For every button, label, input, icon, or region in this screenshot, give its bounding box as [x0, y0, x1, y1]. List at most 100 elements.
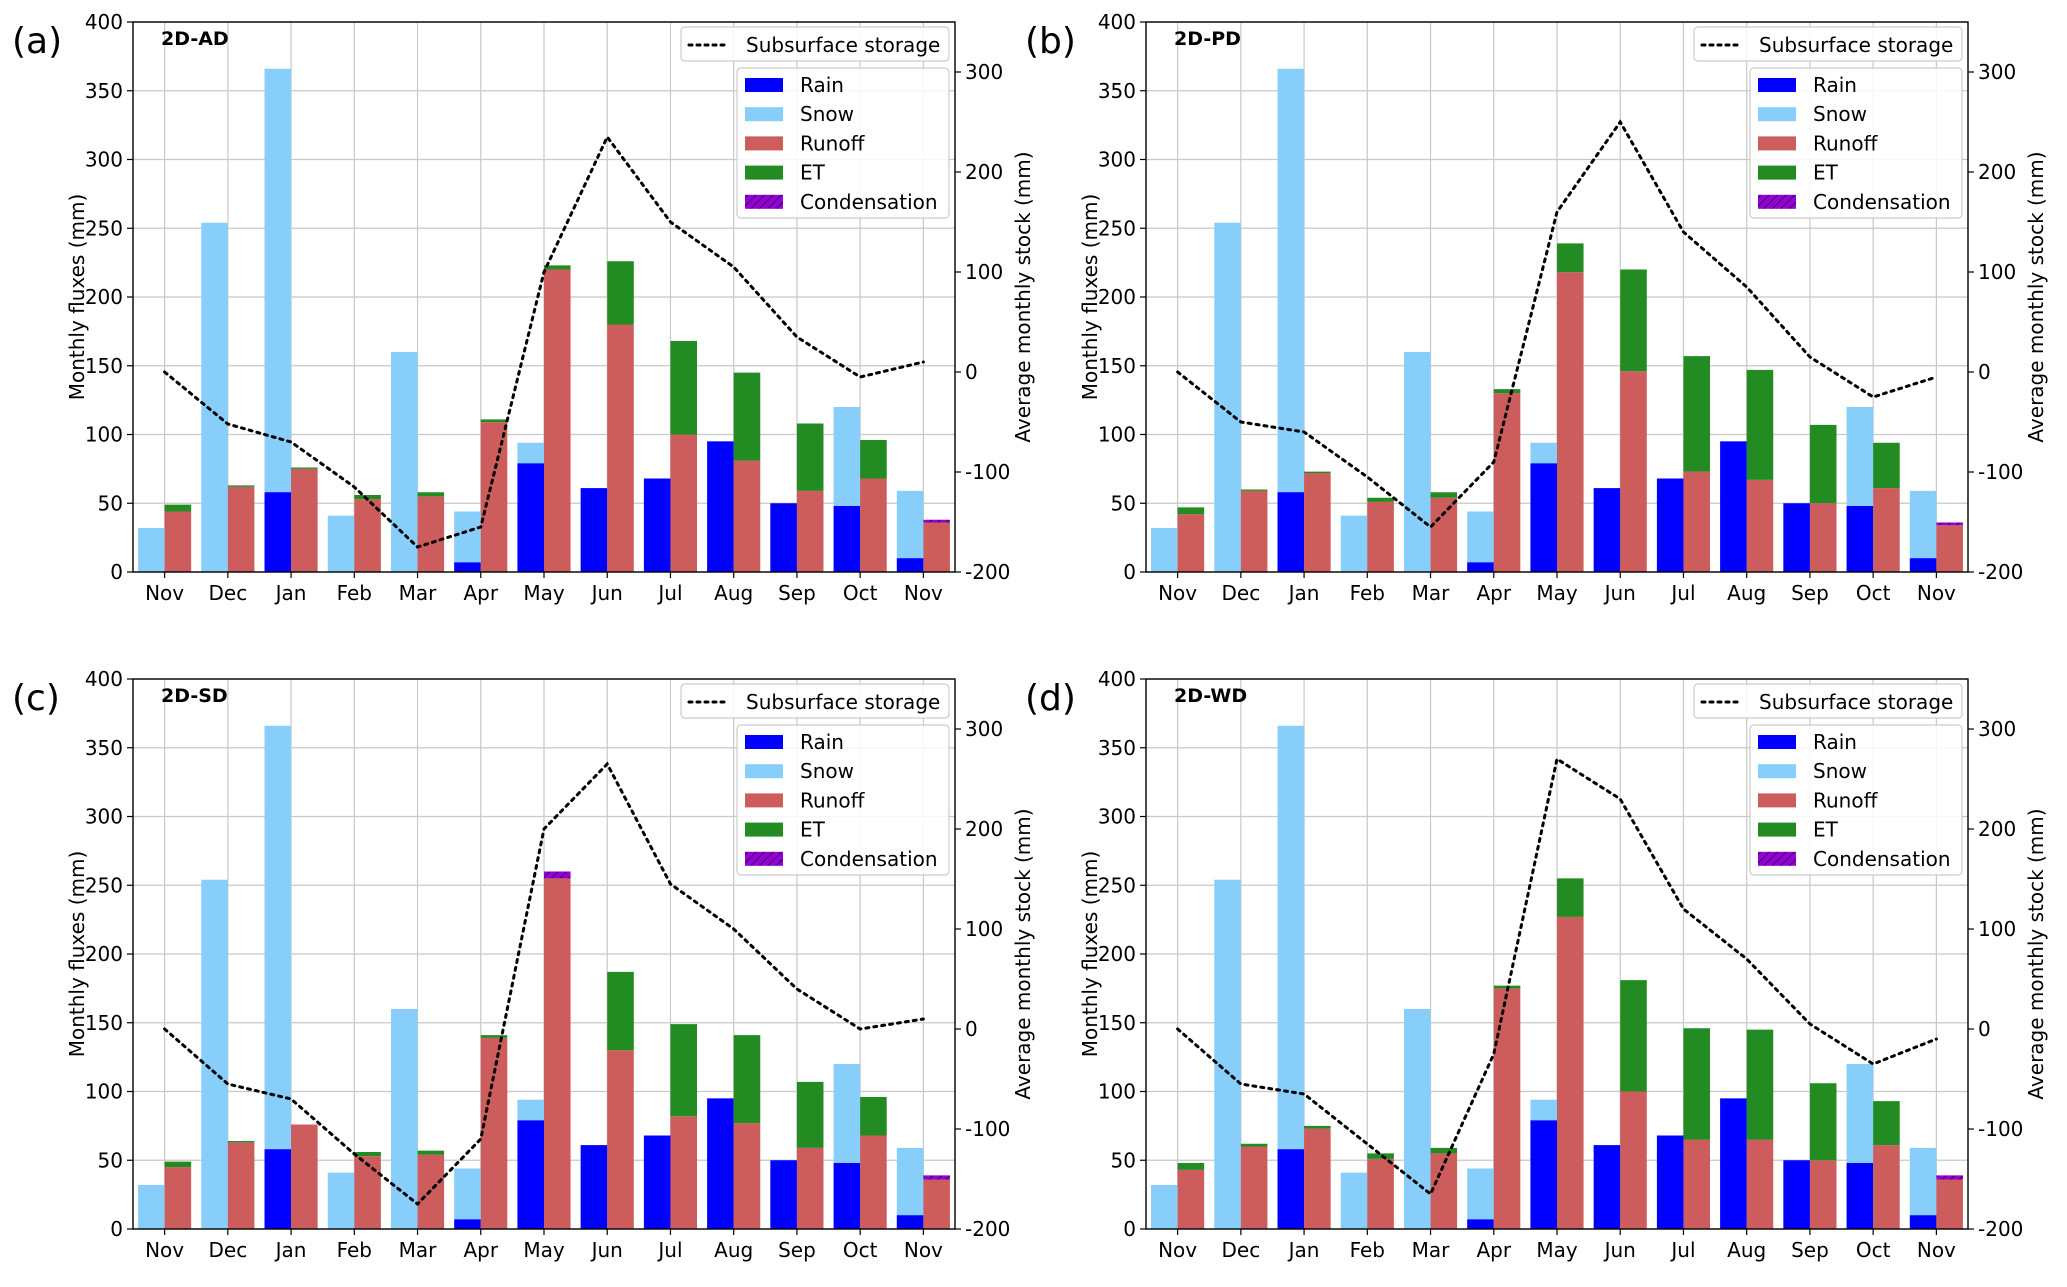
et-bar — [417, 1150, 445, 1155]
xtick-label: Feb — [337, 581, 372, 605]
rain-bar — [264, 1149, 292, 1229]
runoff-bar — [1367, 501, 1394, 572]
rain-bar — [454, 1219, 481, 1229]
xtick-label: Sep — [778, 581, 816, 605]
legend-storage-box — [1693, 683, 1963, 719]
xtick-label: Aug — [714, 1238, 753, 1262]
runoff-bar — [1809, 1160, 1837, 1229]
chart-svg: 0 50 100 150 200 250 300 350 400 -200 -100 0 100 200 3… — [12, 667, 1035, 1262]
snow-bar — [138, 1185, 165, 1229]
runoff-bar — [1873, 1145, 1900, 1229]
rain-bar — [580, 1145, 608, 1229]
snow-bar — [1214, 222, 1241, 572]
legend-flux-box — [736, 67, 950, 219]
et-bar — [1430, 1147, 1458, 1154]
xtick-label: Jul — [656, 581, 682, 605]
y2tick-label: -100 — [965, 460, 1010, 484]
legend-condensation-swatch — [745, 851, 783, 866]
y2tick-label: 200 — [965, 160, 1003, 184]
et-bar — [1683, 1028, 1711, 1140]
et-bar — [291, 467, 318, 469]
bars — [1151, 68, 1963, 572]
et-bar — [1304, 471, 1331, 473]
et-bar — [480, 419, 508, 423]
legend-condensation-label: Condensation — [800, 847, 938, 871]
runoff-bar — [1304, 473, 1331, 572]
et-bar — [796, 1081, 824, 1148]
xtick-label: Apr — [463, 581, 498, 605]
rain-bar — [1783, 503, 1810, 572]
runoff-bar — [544, 269, 571, 572]
xtick-label: Aug — [1727, 1238, 1766, 1262]
condensation-bar — [923, 1175, 950, 1180]
snow-bar — [454, 1168, 481, 1229]
runoff-bar — [227, 1142, 255, 1229]
snow-bar — [1467, 511, 1494, 572]
snow-bar — [1151, 528, 1178, 572]
legend-condensation-swatch — [745, 194, 783, 209]
y2tick-label: 100 — [1978, 260, 2016, 284]
runoff-bar — [417, 496, 445, 572]
condensation-bar — [1936, 522, 1963, 526]
runoff-bar — [796, 490, 824, 572]
y-axis-label: Monthly fluxes (mm) — [65, 194, 89, 401]
y2tick-label: 0 — [1978, 1017, 1991, 1041]
xtick-label: Oct — [1856, 1238, 1891, 1262]
et-bar — [1304, 1125, 1331, 1129]
y2tick-label: 0 — [965, 360, 978, 384]
legend-rain-swatch — [1758, 735, 1796, 749]
runoff-bar — [291, 468, 318, 572]
rain-bar — [1467, 562, 1494, 572]
rain-bar — [1909, 1215, 1937, 1229]
y2tick-label: 100 — [1978, 917, 2016, 941]
snow-bar — [1467, 1168, 1494, 1229]
condensation-bar — [544, 871, 571, 879]
snow-bar — [201, 879, 228, 1229]
xtick-label: Dec — [208, 1238, 247, 1262]
xtick-label: May — [523, 581, 565, 605]
legend-runoff-swatch — [1758, 793, 1796, 808]
ytick-label: 400 — [1098, 10, 1136, 34]
snow-bar — [1214, 879, 1241, 1229]
snow-bar — [1277, 725, 1305, 1229]
runoff-bar — [1746, 479, 1774, 572]
legend-storage-box — [680, 26, 950, 62]
xtick-label: Jun — [590, 581, 623, 605]
chart-svg: 0 50 100 150 200 250 300 350 400 -200 -100 0 100 200 3… — [1025, 667, 2048, 1262]
et-bar — [670, 1024, 698, 1117]
y2tick-label: 200 — [1978, 817, 2016, 841]
snow-bar — [1340, 1172, 1368, 1229]
rain-bar — [580, 488, 608, 572]
ytick-label: 150 — [1098, 1011, 1136, 1035]
rain-bar — [643, 1135, 671, 1229]
rain-bar — [1846, 506, 1874, 572]
legend-condensation-swatch — [1758, 194, 1796, 209]
ytick-label: 100 — [85, 1080, 123, 1104]
ytick-label: 400 — [85, 667, 123, 691]
snow-bar — [138, 528, 165, 572]
xtick-label: Jun — [590, 1238, 623, 1262]
legend-et-label: ET — [1813, 818, 1839, 842]
xtick-label: Mar — [399, 581, 438, 605]
runoff-bar — [480, 1037, 508, 1229]
y2-axis-label: Average monthly stock (mm) — [2024, 151, 2048, 442]
xtick-label: Mar — [399, 1238, 438, 1262]
y2tick-label: 300 — [965, 60, 1003, 84]
chart-panel-c: 0 50 100 150 200 250 300 350 400 -200 -100 0 100 200 3… — [0, 657, 1035, 1287]
xtick-label: Sep — [778, 1238, 816, 1262]
ytick-label: 250 — [85, 873, 123, 897]
ytick-label: 350 — [1098, 736, 1136, 760]
et-bar — [1809, 1083, 1837, 1161]
et-bar — [1557, 243, 1584, 273]
rain-bar — [1530, 463, 1557, 572]
y2tick-label: -100 — [965, 1117, 1010, 1141]
xtick-label: Oct — [843, 581, 878, 605]
y2tick-label: 300 — [1978, 717, 2016, 741]
snow-bar — [327, 1172, 355, 1229]
et-bar — [1683, 356, 1711, 472]
legend-et-swatch — [1758, 822, 1796, 837]
panel-label: (a) — [12, 21, 62, 62]
condensation-bar — [923, 519, 950, 523]
legend-flux-box — [1749, 67, 1963, 219]
et-bar — [1493, 389, 1521, 394]
